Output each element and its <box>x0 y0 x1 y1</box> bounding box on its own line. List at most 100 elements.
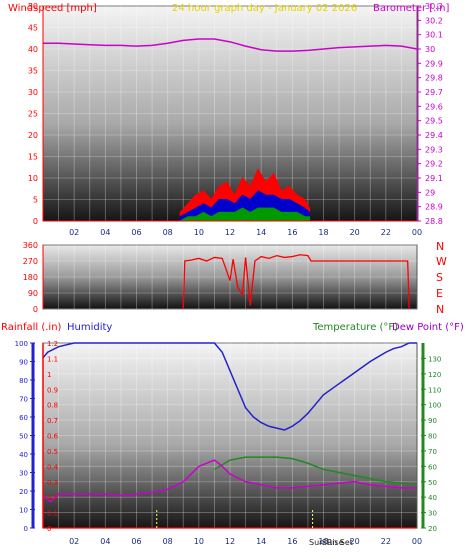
barometer-line <box>43 38 418 52</box>
humidity-tick-label: 30 <box>19 470 28 478</box>
humidity-tick-label: 20 <box>19 488 28 496</box>
humidity-tick-label: 50 <box>19 433 28 441</box>
hour-tick-label: 12 <box>225 537 235 546</box>
direction-series <box>182 254 410 310</box>
rainfall-tick-label: 0.5 <box>47 448 58 456</box>
hour-tick-label: 10 <box>194 537 204 546</box>
humidity-tick-label: 90 <box>19 359 28 367</box>
direction-line <box>182 254 410 310</box>
barometer-tick-label: 29.9 <box>425 59 443 68</box>
barometer-series <box>43 38 418 52</box>
hour-tick-label: 08 <box>163 537 173 546</box>
rainfall-tick-label: 0 <box>47 525 51 533</box>
humidity-line <box>42 342 417 431</box>
windspeed-tick-label: 50 <box>28 2 38 11</box>
windspeed-tick-label: 0 <box>33 217 38 226</box>
barometer-tick-label: 29.7 <box>425 88 443 97</box>
temperature-tick-label: 80 <box>428 433 437 441</box>
temperature-tick-label: 70 <box>428 448 437 456</box>
barometer-axis-label: Barometer [.in] <box>373 3 449 14</box>
hour-tick-label: 06 <box>131 537 141 546</box>
humidity-axis-label: Humidity <box>67 322 112 333</box>
hour-tick-label: 22 <box>381 228 391 237</box>
hour-tick-label: 00 <box>412 537 422 546</box>
humidity-tick-label: 100 <box>15 340 28 348</box>
barometer-tick-label: 29.3 <box>425 145 443 154</box>
windspeed-tick-label: 40 <box>28 45 38 54</box>
temp-hum-series <box>42 342 418 529</box>
hour-tick-label: 20 <box>350 228 360 237</box>
barometer-tick-label: 29.4 <box>425 131 443 140</box>
compass-letter-w: W <box>436 255 447 268</box>
barometer-tick-label: 29 <box>425 188 435 197</box>
hour-tick-label: 06 <box>131 228 141 237</box>
humidity-tick-label: 80 <box>19 377 28 385</box>
windspeed-tick-label: 15 <box>28 153 38 162</box>
temperature-tick-label: 60 <box>428 463 437 471</box>
hour-tick-label: 14 <box>256 537 266 546</box>
direction-tick-label: 180 <box>23 273 38 282</box>
direction-tick-label: 270 <box>23 257 38 266</box>
hour-tick-label: 20 <box>350 537 360 546</box>
compass-letter-n-bottom: N <box>436 303 444 316</box>
compass-letter-n-top: N <box>436 240 444 253</box>
hour-tick-label: 10 <box>194 228 204 237</box>
compass-letter-e: E <box>436 287 443 300</box>
temperature-tick-label: 110 <box>428 386 441 394</box>
hour-tick-label: 08 <box>163 228 173 237</box>
rainfall-tick-label: 0.1 <box>47 510 58 518</box>
temperature-tick-label: 120 <box>428 371 441 379</box>
temperature-tick-label: 30 <box>428 510 437 518</box>
barometer-tick-label: 30.3 <box>425 2 443 11</box>
windspeed-tick-label: 45 <box>28 24 38 33</box>
hour-tick-label: 22 <box>381 537 391 546</box>
rainfall-tick-label: 1.2 <box>47 340 58 348</box>
compass-letter-s: S <box>436 271 443 284</box>
rainfall-tick-label: 0.8 <box>47 402 58 410</box>
wind-low-area <box>179 207 310 222</box>
wind-baro-axes: 0 5 10 15 20 25 30 35 40 45 50 28.8 28.9 29 29.1 29.2 29… <box>28 2 443 237</box>
hour-tick-label: 16 <box>287 537 297 546</box>
hour-tick-label: 12 <box>225 228 235 237</box>
temperature-tick-label: 50 <box>428 479 437 487</box>
barometer-tick-label: 28.8 <box>425 217 443 226</box>
hour-tick-label: 04 <box>100 537 110 546</box>
windspeed-tick-label: 5 <box>33 196 38 205</box>
hour-tick-label: 00 <box>412 228 422 237</box>
windspeed-tick-label: 35 <box>28 67 38 76</box>
rainfall-tick-label: 1.1 <box>47 355 58 363</box>
barometer-tick-label: 29.8 <box>425 74 443 83</box>
rainfall-tick-label: 0.6 <box>47 433 59 441</box>
direction-axes: 0 90 180 270 360 <box>23 241 44 314</box>
temperature-tick-label: 90 <box>428 417 437 425</box>
hour-tick-label: 02 <box>69 228 79 237</box>
temperature-axis-label: Temperature (°F) <box>312 322 398 333</box>
rainfall-tick-label: 1 <box>47 371 51 379</box>
direction-tick-label: 0 <box>33 305 38 314</box>
barometer-tick-label: 30 <box>425 45 435 54</box>
hour-tick-label: 18 <box>318 537 328 546</box>
humidity-tick-label: 10 <box>19 507 28 515</box>
dewpoint-line <box>42 459 417 503</box>
temperature-line <box>214 456 418 486</box>
rainfall-axis-label: Rainfall (.in) <box>1 322 62 333</box>
humidity-tick-label: 60 <box>19 414 28 422</box>
graph-title: 24 hour graph day - January 02 2026 <box>172 3 357 14</box>
temperature-tick-label: 20 <box>428 525 437 533</box>
barometer-tick-label: 29.6 <box>425 102 443 111</box>
windspeed-tick-label: 30 <box>28 88 38 97</box>
hour-tick-label: 18 <box>318 228 328 237</box>
rainfall-tick-label: 0.9 <box>47 386 58 394</box>
direction-tick-label: 360 <box>23 241 38 250</box>
rainfall-tick-label: 0.7 <box>47 417 58 425</box>
humidity-tick-label: 70 <box>19 396 28 404</box>
compass-letters: N W S E N <box>436 240 447 316</box>
rainfall-tick-label: 0.4 <box>47 463 59 471</box>
temperature-tick-label: 40 <box>428 494 437 502</box>
sunset-label: Sun Set <box>322 538 353 547</box>
barometer-tick-label: 29.1 <box>425 174 443 183</box>
barometer-tick-label: 29.2 <box>425 160 443 169</box>
direction-tick-label: 90 <box>28 289 38 298</box>
